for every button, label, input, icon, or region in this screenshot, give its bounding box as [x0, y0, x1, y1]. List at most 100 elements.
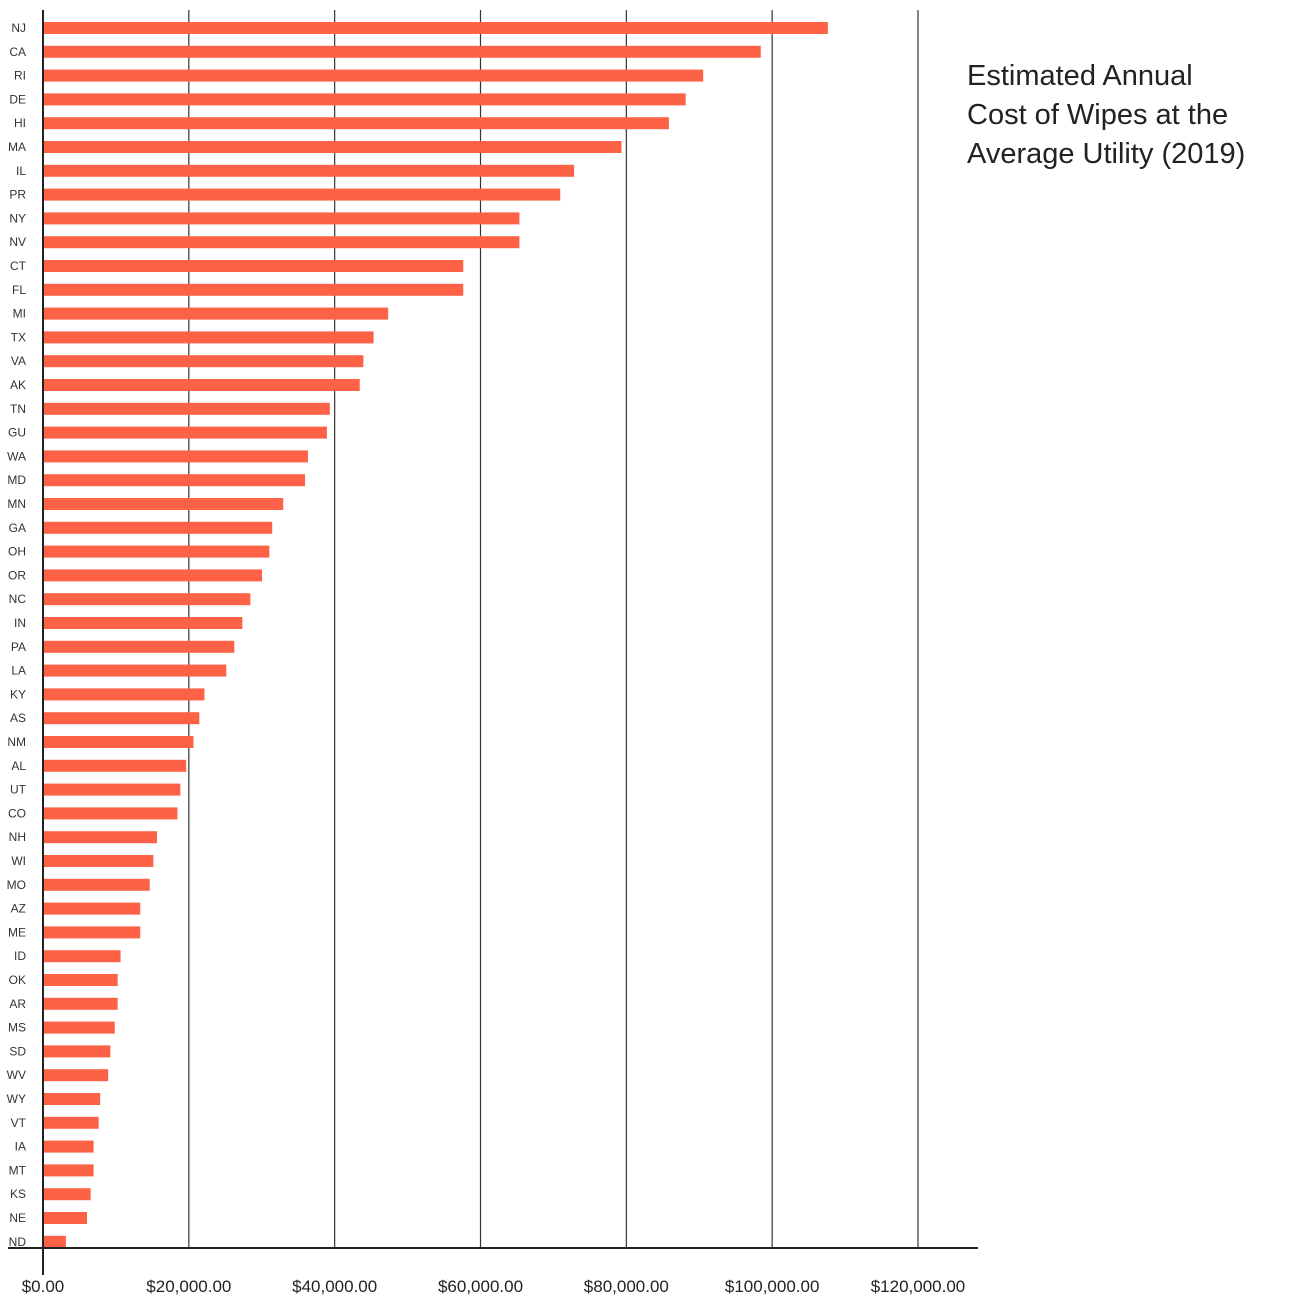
category-label: AZ: [11, 902, 26, 916]
category-label: NC: [9, 592, 27, 606]
bar: [44, 974, 118, 986]
bar: [44, 1235, 66, 1248]
bar: [44, 997, 118, 1010]
category-label: CA: [9, 45, 26, 59]
bar: [44, 1093, 101, 1105]
bar: [44, 783, 181, 796]
category-label: KY: [10, 687, 26, 701]
bar: [44, 1140, 94, 1153]
bar: [44, 1116, 99, 1129]
category-label: AR: [9, 997, 26, 1011]
bar: [44, 759, 187, 772]
x-tick-label: $20,000.00: [146, 1277, 231, 1296]
category-label: WV: [7, 1068, 26, 1082]
bar: [44, 355, 364, 368]
bar: [44, 902, 141, 915]
category-label: WY: [7, 1092, 26, 1106]
category-label: CT: [10, 259, 27, 273]
bar: [44, 736, 194, 748]
bar: [44, 212, 520, 225]
bar: [44, 1212, 88, 1224]
category-label: NH: [9, 830, 26, 844]
bar: [44, 950, 121, 963]
bar: [44, 379, 360, 391]
category-label: PA: [11, 640, 26, 654]
bar: [44, 545, 270, 558]
category-label: MN: [7, 497, 26, 511]
category-label: ME: [8, 925, 26, 939]
category-label: NY: [9, 211, 26, 225]
category-label: KS: [10, 1187, 26, 1201]
category-label: IN: [14, 616, 26, 630]
category-label: MS: [8, 1021, 26, 1035]
bar: [44, 307, 389, 320]
category-label: RI: [14, 69, 26, 83]
bar: [44, 664, 227, 677]
bar: [44, 640, 235, 653]
category-label: OR: [8, 568, 26, 582]
bar: [44, 878, 150, 891]
category-label: NM: [7, 735, 26, 749]
x-tick-label: $80,000.00: [584, 1277, 669, 1296]
category-label: MD: [7, 473, 26, 487]
category-label: UT: [10, 783, 27, 797]
x-tick-label: $0.00: [22, 1277, 65, 1296]
bar: [44, 283, 464, 296]
category-label: VT: [11, 1116, 27, 1130]
category-label: AL: [11, 759, 26, 773]
bars: [44, 22, 828, 1248]
bar: [44, 521, 273, 534]
category-label: PR: [9, 188, 26, 202]
category-label: TX: [11, 330, 26, 344]
category-label: OK: [9, 973, 26, 987]
bar: [44, 593, 251, 606]
bar: [44, 617, 243, 629]
bar: [44, 1188, 91, 1201]
chart-title: Estimated Annual Cost of Wipes at the Av…: [967, 60, 1246, 170]
category-label: VA: [11, 354, 26, 368]
bar: [44, 1045, 111, 1058]
category-label: LA: [11, 664, 26, 678]
bar: [44, 1021, 115, 1034]
category-label: IL: [16, 164, 26, 178]
category-label: MT: [9, 1163, 27, 1177]
category-label: CO: [8, 806, 26, 820]
bar: [44, 831, 158, 844]
category-label: NE: [9, 1211, 26, 1225]
category-labels: NJ CA RI DE HI MA IL PR NY NV CT FL MI TX VA AK TN GU WA MD…: [7, 21, 27, 1249]
bar: [44, 164, 575, 177]
x-tick-label: $100,000.00: [725, 1277, 820, 1296]
category-label: NJ: [11, 21, 26, 35]
bar: [44, 855, 154, 867]
bar: [44, 474, 306, 487]
bar: [44, 188, 561, 201]
bar: [44, 236, 520, 249]
bar: [44, 69, 704, 82]
category-label: TN: [10, 402, 26, 416]
category-label: HI: [14, 116, 26, 130]
category-label: AS: [10, 711, 26, 725]
category-label: OH: [8, 545, 26, 559]
bar: [44, 807, 178, 820]
bar: [44, 712, 200, 725]
bar: [44, 45, 761, 58]
bar: [44, 688, 205, 701]
category-label: NV: [9, 235, 26, 249]
bar: [44, 926, 141, 939]
category-label: ND: [9, 1235, 27, 1249]
category-label: SD: [9, 1044, 26, 1058]
category-label: WI: [11, 854, 26, 868]
bar: [44, 426, 327, 439]
bar: [44, 498, 284, 510]
bar: [44, 1164, 94, 1177]
category-label: AK: [10, 378, 26, 392]
x-tick-labels: $0.00 $20,000.00 $40,000.00 $60,000.00 $80,0…: [22, 1277, 966, 1296]
bar: [44, 141, 622, 153]
category-label: WA: [7, 449, 26, 463]
category-label: GU: [8, 426, 26, 440]
bar: [44, 450, 308, 463]
bar: [44, 260, 464, 272]
category-label: FL: [12, 283, 26, 297]
category-label: MA: [8, 140, 26, 154]
